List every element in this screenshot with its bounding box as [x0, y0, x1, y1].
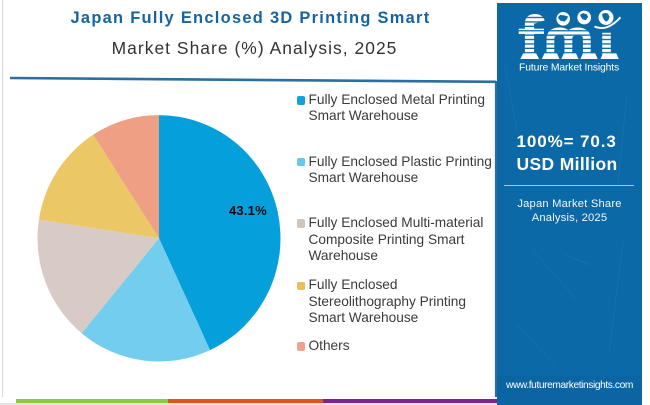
svg-text:Future Market Insights: Future Market Insights	[519, 62, 619, 73]
